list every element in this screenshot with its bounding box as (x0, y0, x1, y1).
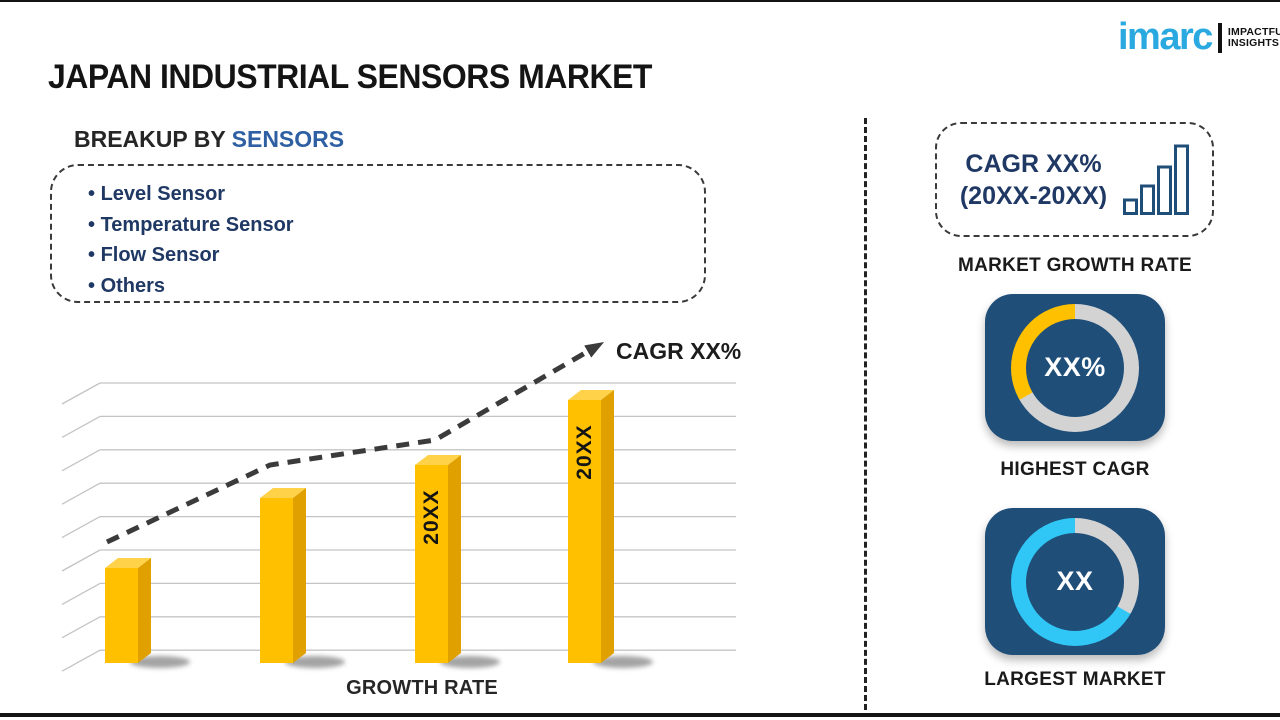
bottom-border-strip (0, 713, 1280, 717)
donut-hole (1026, 318, 1124, 417)
logo-tagline-line2: INSIGHTS (1227, 37, 1280, 49)
sensor-list-item: Others (88, 271, 684, 302)
largest-market-tile: XX (985, 508, 1165, 655)
cagr-value-text: CAGR XX% (20XX-20XX) (960, 148, 1107, 212)
highest-cagr-donut-chart: XX% (1011, 303, 1139, 432)
cagr-trend-label: CAGR XX% (616, 338, 742, 364)
chart-bars: 20XX 20XX (105, 390, 653, 668)
highest-cagr-label: HIGHEST CAGR (1000, 459, 1150, 480)
highest-cagr-value: XX% (1044, 352, 1106, 382)
bar-2 (260, 488, 345, 668)
bar-year-label: 20XX (420, 489, 443, 544)
logo-tagline: IMPACTFUL INSIGHTS (1228, 27, 1280, 49)
logo-separator-bar (1217, 23, 1222, 53)
sensor-list-item: Flow Sensor (88, 240, 684, 271)
sensor-list-item: Temperature Sensor (88, 210, 684, 241)
ascending-bars-icon (1123, 144, 1190, 215)
cagr-value-line2: (20XX-20XX) (959, 181, 1108, 210)
largest-market-label: LARGEST MARKET (984, 669, 1166, 690)
growth-rate-axis-label: GROWTH RATE (346, 677, 498, 699)
bar-year-label: 20XX (573, 424, 596, 479)
breakup-heading-prefix: BREAKUP BY (74, 126, 232, 152)
imarc-logo: imarc IMPACTFUL INSIGHTS (1118, 16, 1280, 58)
cagr-trend-line (105, 341, 605, 545)
breakup-heading-highlight: SENSORS (231, 126, 345, 152)
bar-1 (105, 558, 190, 668)
cagr-value-line1: CAGR XX% (965, 149, 1102, 178)
donut-hole (1026, 532, 1124, 631)
breakup-heading: BREAKUP BY SENSORS (74, 126, 344, 153)
sensor-list: Level Sensor Temperature Sensor Flow Sen… (88, 179, 684, 301)
bar-4: 20XX (568, 390, 653, 668)
largest-market-value: XX (1056, 566, 1094, 596)
largest-market-donut-chart: XX (1011, 517, 1139, 646)
sensor-breakup-box: Level Sensor Temperature Sensor Flow Sen… (50, 164, 706, 303)
market-growth-rate-label: MARKET GROWTH RATE (957, 255, 1193, 276)
page-title: JAPAN INDUSTRIAL SENSORS MARKET (48, 58, 652, 96)
vertical-dashed-divider (864, 118, 867, 710)
top-border-strip (0, 0, 1280, 2)
logo-tagline-line1: IMPACTFUL (1227, 26, 1280, 38)
growth-bar-chart: 20XX 20XX (61, 341, 736, 672)
sensor-list-item: Level Sensor (88, 179, 684, 210)
highest-cagr-tile: XX% (985, 294, 1165, 441)
bar-3: 20XX (415, 455, 500, 668)
imarc-logo-wordmark: imarc (1118, 16, 1213, 58)
market-growth-rate-box: CAGR XX% (20XX-20XX) (935, 122, 1214, 237)
chart-gridlines (61, 382, 736, 672)
